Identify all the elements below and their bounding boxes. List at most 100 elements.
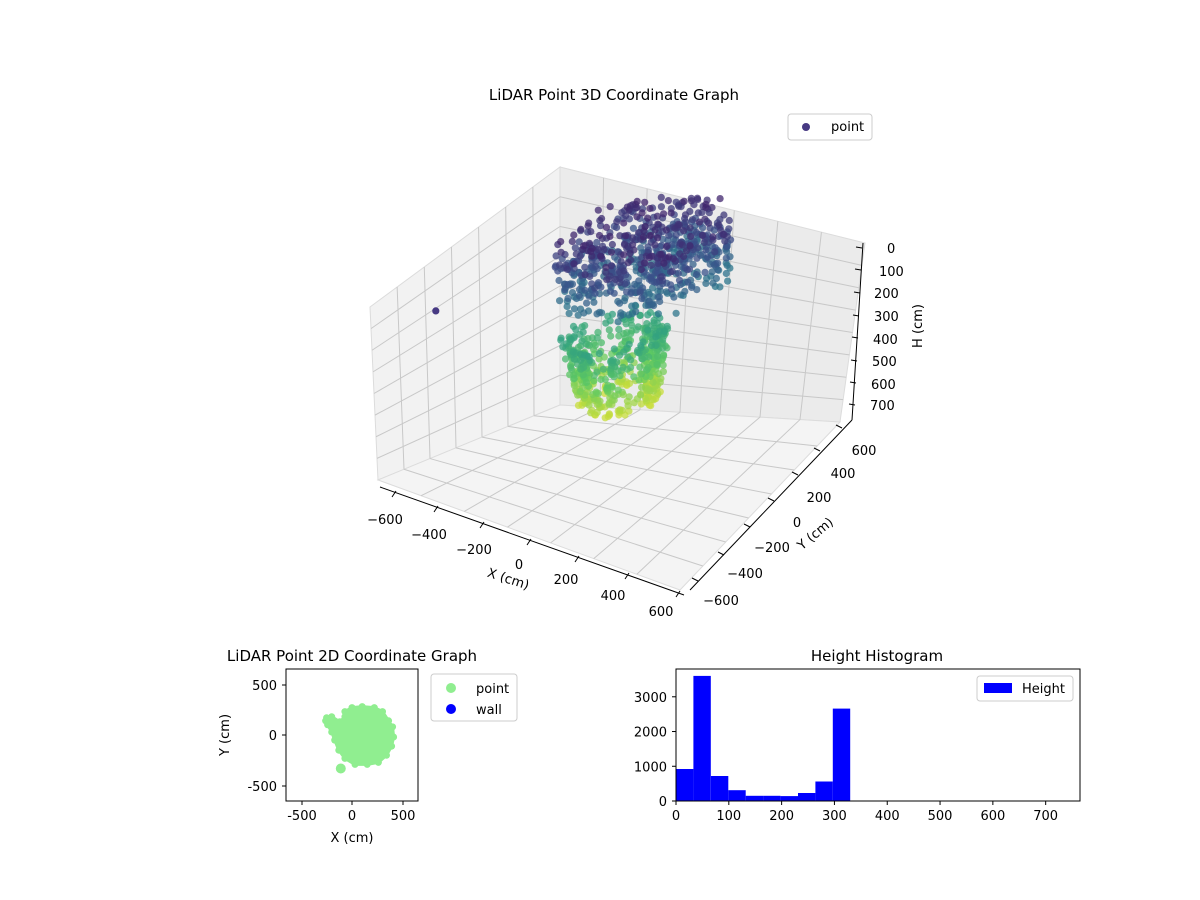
data-point	[577, 225, 585, 233]
data-point	[657, 193, 665, 201]
data-point	[561, 286, 569, 294]
data-point	[698, 208, 706, 217]
data-point	[722, 254, 730, 262]
data-point	[686, 242, 694, 250]
chart-3d: LiDAR Point 3D Coordinate Graph −600 −40…	[367, 86, 926, 620]
data-point	[594, 206, 602, 214]
data-point	[388, 742, 396, 750]
y-tick-label: 0	[793, 516, 801, 531]
z-axis-label: H (cm)	[911, 304, 926, 348]
data-point	[694, 244, 702, 252]
data-point	[670, 293, 678, 301]
data-point	[667, 281, 675, 289]
y-tick-label: 1000	[634, 760, 667, 775]
data-point	[600, 245, 608, 254]
data-point	[594, 245, 602, 254]
data-point	[341, 713, 349, 721]
data-point	[576, 252, 584, 260]
data-point	[667, 209, 675, 217]
data-point	[576, 388, 584, 396]
x-tick-label: 600	[980, 809, 1005, 824]
data-point	[672, 309, 680, 317]
y-tick-marks-2d	[282, 684, 286, 787]
data-point	[719, 230, 727, 238]
data-point	[623, 288, 631, 296]
data-point	[580, 242, 588, 250]
x-tick-label-2d: 500	[391, 809, 416, 824]
data-point	[336, 718, 344, 726]
x-tick-label: −200	[456, 543, 492, 558]
data-point	[627, 363, 635, 372]
x-axis-label-2d: X (cm)	[331, 831, 374, 846]
data-point	[692, 271, 701, 279]
data-point	[588, 334, 596, 342]
data-point	[654, 259, 662, 267]
data-point	[668, 267, 677, 275]
data-point	[637, 244, 645, 252]
data-point	[725, 225, 733, 233]
histogram-bars	[676, 675, 851, 801]
data-point	[645, 254, 653, 262]
data-point	[629, 224, 638, 232]
data-point	[611, 275, 620, 283]
data-point	[620, 251, 628, 259]
x-tick-label: 200	[554, 573, 579, 588]
x-tick-label-2d: -500	[287, 809, 317, 824]
data-point	[571, 244, 579, 252]
data-point	[723, 261, 731, 269]
data-point	[629, 234, 637, 242]
data-point	[630, 373, 638, 381]
data-point	[570, 374, 578, 383]
data-point	[620, 241, 629, 249]
histogram-bar	[728, 790, 746, 801]
data-point	[688, 283, 696, 291]
data-point	[583, 299, 591, 307]
data-point	[700, 239, 708, 247]
data-point	[653, 361, 661, 369]
data-point	[561, 355, 570, 363]
y-tick-label-2d: 0	[269, 729, 277, 744]
data-point	[638, 355, 647, 363]
data-point	[358, 703, 366, 711]
data-point	[625, 379, 634, 388]
data-point	[585, 219, 593, 227]
data-point	[605, 410, 613, 418]
data-point	[692, 228, 701, 236]
data-point	[555, 276, 563, 285]
data-point	[599, 365, 608, 373]
data-point	[625, 393, 633, 401]
data-point	[595, 349, 603, 358]
data-point	[552, 252, 560, 260]
data-point	[564, 294, 572, 302]
y-tick-label: 2000	[634, 726, 667, 741]
data-point	[675, 276, 684, 284]
histogram-bar	[745, 795, 764, 801]
point-cloud-3d	[432, 193, 735, 422]
chart-2d: LiDAR Point 2D Coordinate Graph -500 0 5…	[218, 647, 518, 846]
data-point	[716, 283, 724, 291]
data-point	[587, 228, 595, 236]
data-point	[687, 232, 695, 240]
data-point	[693, 254, 701, 262]
data-point	[611, 392, 619, 400]
data-point	[565, 309, 573, 317]
data-point	[625, 407, 633, 415]
x-tick-label-2d: 0	[348, 809, 356, 824]
data-point	[570, 355, 579, 363]
z-axis-line	[851, 242, 864, 421]
y-tick-label: −400	[727, 567, 763, 582]
data-point	[658, 273, 666, 281]
grid-line	[420, 406, 601, 497]
histogram-legend-swatch	[984, 683, 1012, 693]
x-tick-label: −400	[411, 528, 447, 543]
x-tick-marks-2d	[301, 801, 404, 805]
data-point	[563, 302, 571, 311]
data-point	[665, 253, 673, 261]
histogram-y-ticks: 0 1000 2000 3000	[634, 691, 676, 810]
histogram-bar	[676, 769, 694, 801]
data-point	[605, 326, 613, 334]
histogram-x-ticks: 0 100 200 300 400 500 600 700	[672, 801, 1058, 824]
data-point	[575, 285, 584, 294]
data-point	[657, 250, 666, 258]
y-axis-label-2d: Y (cm)	[218, 714, 233, 757]
